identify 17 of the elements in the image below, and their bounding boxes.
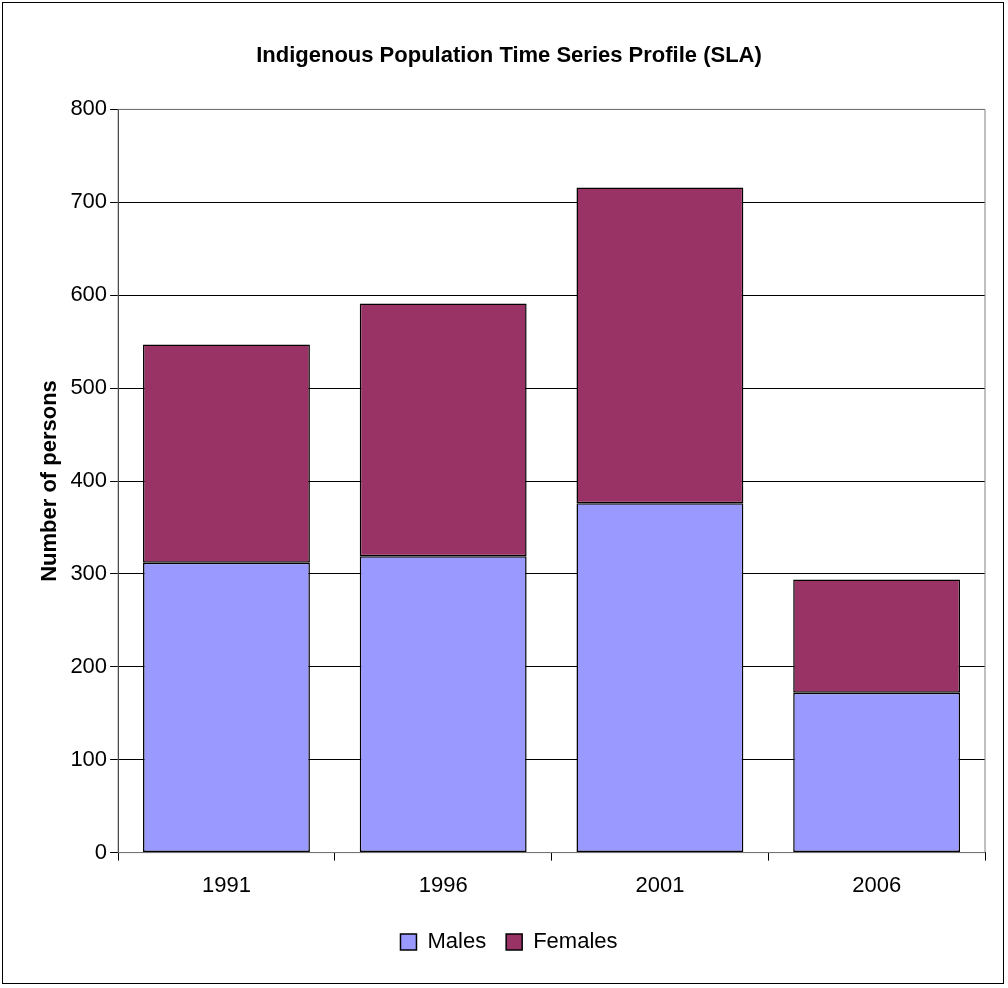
y-tick-label: 700 bbox=[70, 188, 108, 214]
y-tick-label: 200 bbox=[70, 652, 108, 678]
x-tick-label: 1991 bbox=[201, 871, 251, 897]
legend-label: Females bbox=[533, 928, 618, 954]
y-axis-title: Number of persons bbox=[36, 380, 62, 582]
chart-title: Indigenous Population Time Series Profile (SLA) bbox=[256, 42, 762, 68]
x-tick-label: 2001 bbox=[635, 871, 685, 897]
x-tick-label: 2006 bbox=[852, 871, 902, 897]
x-tick-label: 1996 bbox=[418, 871, 468, 897]
y-tick-label: 600 bbox=[70, 281, 108, 307]
legend-label: Males bbox=[427, 928, 487, 954]
y-tick-label: 300 bbox=[70, 559, 108, 585]
y-tick-label: 100 bbox=[70, 745, 108, 771]
y-tick-label: 400 bbox=[70, 467, 108, 493]
y-tick-label: 0 bbox=[94, 838, 108, 864]
y-tick-label: 800 bbox=[70, 95, 108, 121]
y-tick-label: 500 bbox=[70, 374, 108, 400]
